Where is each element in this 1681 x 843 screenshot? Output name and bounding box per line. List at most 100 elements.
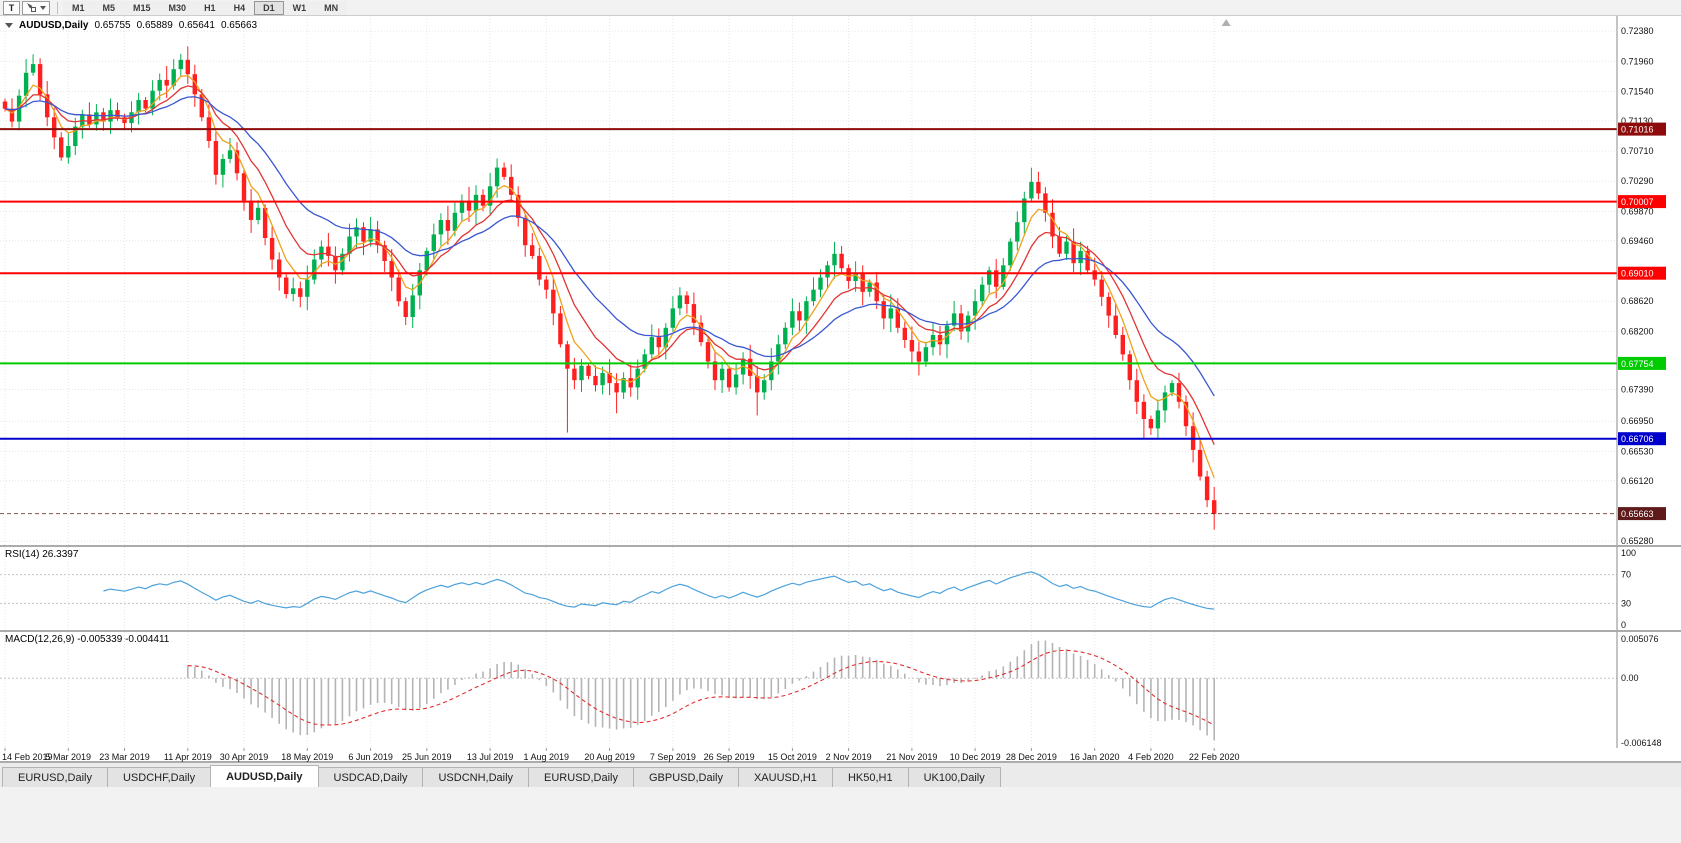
svg-text:0.66530: 0.66530 — [1621, 446, 1654, 456]
svg-text:0.66950: 0.66950 — [1621, 416, 1654, 426]
timeframe-d1[interactable]: D1 — [254, 0, 284, 15]
ohlc-open: 0.65755 — [94, 20, 131, 31]
svg-text:30: 30 — [1621, 598, 1631, 608]
main-chart-canvas[interactable]: 0.72380 0.71960 0.71540 0.71130 0.70710 0.702… — [0, 16, 1681, 545]
chart-tab-usdcnh-daily[interactable]: USDCNH,Daily — [422, 767, 530, 787]
macd-histogram — [187, 640, 1215, 741]
chart-shift-marker[interactable] — [1221, 19, 1231, 26]
timeframe-w1[interactable]: W1 — [283, 0, 316, 15]
timeframe-h1[interactable]: H1 — [195, 0, 225, 15]
svg-text:18 May 2019: 18 May 2019 — [281, 752, 333, 762]
chart-tab-usdcad-daily[interactable]: USDCAD,Daily — [317, 767, 424, 787]
svg-text:15 Oct 2019: 15 Oct 2019 — [768, 752, 817, 762]
svg-text:0: 0 — [1621, 620, 1626, 630]
timeframe-m1[interactable]: M1 — [63, 0, 94, 15]
svg-text:20 Aug 2019: 20 Aug 2019 — [584, 752, 635, 762]
chart-tab-bar: EURUSD,Daily USDCHF,Daily AUDUSD,Daily USDC… — [0, 762, 1681, 787]
moving-average-lines — [4, 75, 1215, 478]
timeframe-m5[interactable]: M5 — [93, 0, 125, 15]
price-axis-labels[interactable]: 0.72380 0.71960 0.71540 0.71130 0.70710 0.702… — [1621, 26, 1654, 545]
svg-text:0.66120: 0.66120 — [1621, 476, 1654, 486]
svg-text:6 Jun 2019: 6 Jun 2019 — [348, 752, 393, 762]
timeframe-m30[interactable]: M30 — [159, 0, 196, 15]
svg-text:0.70710: 0.70710 — [1621, 146, 1654, 156]
svg-text:0.70290: 0.70290 — [1621, 176, 1654, 186]
svg-text:0.69460: 0.69460 — [1621, 236, 1654, 246]
collapse-icon[interactable] — [5, 23, 13, 28]
chart-toolbar: T M1 M5 M15 M30 H1 H4 D1 W1 MN — [0, 0, 1681, 16]
svg-text:25 Jun 2019: 25 Jun 2019 — [402, 752, 452, 762]
chart-ohlc-readout: AUDUSD,Daily 0.65755 0.65889 0.65641 0.6… — [5, 20, 257, 31]
ohlc-close: 0.65663 — [220, 20, 258, 31]
ohlc-high: 0.65889 — [136, 20, 173, 31]
cursor-tool-button[interactable]: T — [3, 0, 20, 15]
svg-text:0.68620: 0.68620 — [1621, 296, 1654, 306]
svg-text:0.67754: 0.67754 — [1621, 359, 1654, 369]
rsi-indicator-label: RSI(14) 26.3397 — [5, 549, 79, 560]
main-gridlines — [0, 16, 1617, 545]
chart-tab-xauusd-h1[interactable]: XAUUSD,H1 — [737, 767, 833, 787]
chart-tab-gbpusd-daily[interactable]: GBPUSD,Daily — [633, 767, 739, 787]
ohlc-low: 0.65641 — [178, 20, 215, 31]
crosshair-icon — [27, 3, 36, 12]
rsi-gridlines — [4, 547, 1215, 630]
status-area — [0, 787, 1681, 843]
rsi-axis-labels[interactable]: 100 70 30 0 — [1621, 548, 1636, 630]
svg-text:70: 70 — [1621, 570, 1631, 580]
svg-text:13 Jul 2019: 13 Jul 2019 — [467, 752, 514, 762]
chart-tab-eurusd-daily[interactable]: EURUSD,Daily — [2, 767, 108, 787]
svg-text:2 Nov 2019: 2 Nov 2019 — [826, 752, 872, 762]
rsi-indicator-panel[interactable]: 100 70 30 0 — [0, 547, 1681, 630]
price-badges: 0.71016 0.70007 0.69010 0.67754 0.66706 0.656… — [1618, 122, 1666, 521]
timeframe-mn[interactable]: MN — [315, 0, 348, 15]
chart-tab-audusd-daily[interactable]: AUDUSD,Daily — [210, 765, 319, 787]
svg-text:0.67390: 0.67390 — [1621, 385, 1654, 395]
svg-text:16 Jan 2020: 16 Jan 2020 — [1070, 752, 1120, 762]
svg-text:26 Sep 2019: 26 Sep 2019 — [704, 752, 755, 762]
chart-tab-uk100-daily[interactable]: UK100,Daily — [907, 767, 1001, 787]
macd-signal-line — [187, 649, 1215, 726]
svg-text:0.71960: 0.71960 — [1621, 56, 1654, 66]
svg-text:11 Apr 2019: 11 Apr 2019 — [164, 752, 212, 762]
svg-text:0.005076: 0.005076 — [1621, 634, 1659, 644]
svg-text:23 Mar 2019: 23 Mar 2019 — [99, 752, 150, 762]
panel-separator[interactable] — [0, 630, 1681, 632]
timeframe-h4[interactable]: H4 — [224, 0, 255, 15]
svg-text:5 Mar 2019: 5 Mar 2019 — [46, 752, 92, 762]
svg-text:0.66706: 0.66706 — [1621, 434, 1654, 444]
svg-text:0.65280: 0.65280 — [1621, 536, 1654, 545]
svg-text:0.00: 0.00 — [1621, 673, 1639, 683]
chart-tab-usdchf-daily[interactable]: USDCHF,Daily — [106, 767, 212, 787]
svg-text:0.71540: 0.71540 — [1621, 86, 1654, 96]
dropdown-caret-icon — [40, 5, 46, 10]
candles-layer — [2, 46, 1217, 530]
svg-text:1 Aug 2019: 1 Aug 2019 — [524, 752, 570, 762]
toolbar-separator — [57, 1, 58, 14]
chart-symbol-period: AUDUSD,Daily — [19, 20, 89, 31]
svg-text:0.70007: 0.70007 — [1621, 197, 1654, 207]
horizontal-level-lines[interactable] — [0, 128, 1617, 515]
svg-text:30 Apr 2019: 30 Apr 2019 — [220, 752, 269, 762]
svg-text:0.71016: 0.71016 — [1621, 125, 1654, 135]
svg-text:10 Dec 2019: 10 Dec 2019 — [950, 752, 1001, 762]
svg-text:0.72380: 0.72380 — [1621, 26, 1654, 36]
rsi-line — [103, 571, 1215, 610]
svg-text:0.69870: 0.69870 — [1621, 206, 1654, 216]
svg-text:0.65663: 0.65663 — [1621, 509, 1654, 519]
macd-indicator-panel[interactable]: 0.005076 0.00 -0.006148 — [0, 632, 1681, 748]
chart-tab-hk50-h1[interactable]: HK50,H1 — [831, 767, 909, 787]
macd-axis-labels[interactable]: 0.005076 0.00 -0.006148 — [1621, 634, 1662, 748]
svg-text:0.71130: 0.71130 — [1621, 116, 1653, 126]
timeframe-m15[interactable]: M15 — [124, 0, 160, 15]
panel-separator[interactable] — [0, 545, 1681, 547]
rsi-level-lines — [0, 574, 1617, 604]
chart-tab-eurusd-daily[interactable]: EURUSD,Daily — [528, 767, 634, 787]
svg-text:-0.006148: -0.006148 — [1621, 738, 1662, 748]
svg-text:14 Feb 2019: 14 Feb 2019 — [2, 752, 53, 762]
crosshair-tool-button[interactable] — [22, 0, 50, 15]
timeframes-toolbar: M1 M5 M15 M30 H1 H4 D1 W1 MN — [63, 0, 348, 15]
svg-text:21 Nov 2019: 21 Nov 2019 — [886, 752, 937, 762]
svg-text:0.69010: 0.69010 — [1621, 269, 1654, 279]
